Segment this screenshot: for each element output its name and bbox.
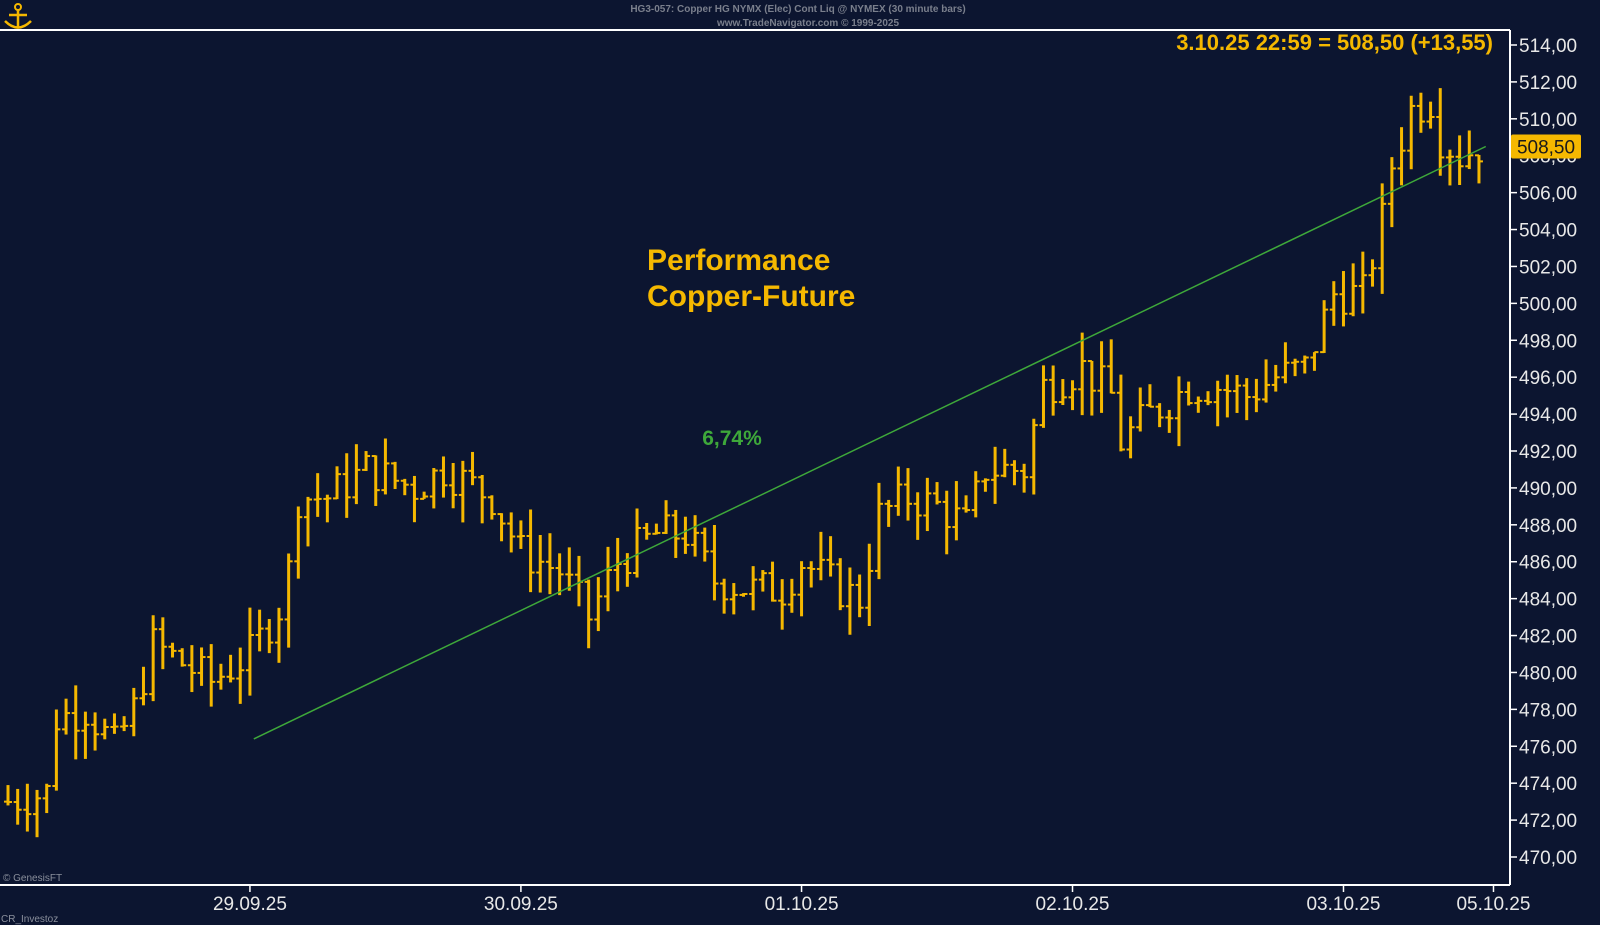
price-tick-label: 472,00 bbox=[1519, 811, 1577, 832]
last-price-marker: 508,50 bbox=[1511, 134, 1581, 159]
last-quote-label: 3.10.25 22:59 = 508,50 (+13,55) bbox=[1176, 30, 1493, 55]
ohlc-bars bbox=[4, 88, 1483, 838]
trendline bbox=[253, 145, 1487, 740]
price-tick-label: 490,00 bbox=[1519, 479, 1577, 500]
price-tick-label: 478,00 bbox=[1519, 700, 1577, 721]
price-tick-label: 492,00 bbox=[1519, 442, 1577, 463]
anchor-logo-icon bbox=[4, 3, 32, 29]
date-tick-label: 30.09.25 bbox=[484, 894, 558, 915]
date-tick-label: 02.10.25 bbox=[1036, 894, 1110, 915]
price-tick-label: 502,00 bbox=[1519, 257, 1577, 278]
price-tick-label: 480,00 bbox=[1519, 663, 1577, 684]
last-price-marker-value: 508,50 bbox=[1517, 138, 1575, 159]
date-tick-label: 03.10.25 bbox=[1306, 894, 1380, 915]
annotation-line1: Performance bbox=[647, 244, 830, 277]
price-tick-label: 488,00 bbox=[1519, 516, 1577, 537]
price-axis: 514,00512,00510,00508,00506,00504,00502,… bbox=[1510, 36, 1577, 869]
credit-cr-investoz: CR_Investoz bbox=[1, 914, 58, 925]
date-tick-label: 01.10.25 bbox=[765, 894, 839, 915]
credit-genesis: © GenesisFT bbox=[3, 873, 62, 884]
time-axis: 29.09.25 30.09.25 01.10.25 02.10.25 03.10.25… bbox=[213, 885, 1530, 915]
price-tick-label: 498,00 bbox=[1519, 331, 1577, 352]
chart-header-title: HG3-057: Copper HG NYMX (Elec) Cont Liq … bbox=[630, 4, 965, 15]
price-tick-label: 504,00 bbox=[1519, 221, 1577, 242]
price-tick-label: 510,00 bbox=[1519, 110, 1577, 131]
date-tick-label: 05.10.25 bbox=[1456, 894, 1530, 915]
price-tick-label: 500,00 bbox=[1519, 294, 1577, 315]
price-tick-label: 476,00 bbox=[1519, 737, 1577, 758]
price-tick-label: 470,00 bbox=[1519, 848, 1577, 869]
price-tick-label: 486,00 bbox=[1519, 553, 1577, 574]
price-tick-label: 506,00 bbox=[1519, 184, 1577, 205]
price-tick-label: 496,00 bbox=[1519, 368, 1577, 389]
price-tick-label: 474,00 bbox=[1519, 774, 1577, 795]
price-tick-label: 512,00 bbox=[1519, 73, 1577, 94]
price-tick-label: 514,00 bbox=[1519, 36, 1577, 57]
chart-header-copyright: www.TradeNavigator.com © 1999-2025 bbox=[716, 18, 900, 29]
price-tick-label: 482,00 bbox=[1519, 627, 1577, 648]
price-tick-label: 484,00 bbox=[1519, 590, 1577, 611]
trendline-label: 6,74% bbox=[702, 427, 762, 450]
price-tick-label: 494,00 bbox=[1519, 405, 1577, 426]
annotation-line2: Copper-Future bbox=[647, 280, 855, 313]
date-tick-label: 29.09.25 bbox=[213, 894, 287, 915]
